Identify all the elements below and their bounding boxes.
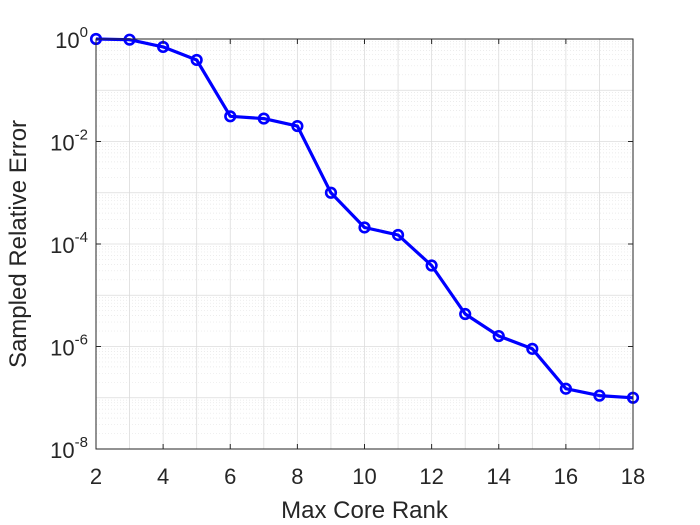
x-tick-label: 8 xyxy=(291,464,303,489)
x-tick-label: 6 xyxy=(224,464,236,489)
y-tick-label: 100 xyxy=(55,24,88,53)
x-tick-label: 2 xyxy=(90,464,102,489)
series-layer xyxy=(89,32,640,404)
data-point xyxy=(224,110,237,123)
data-point xyxy=(492,329,505,343)
x-tick-label: 12 xyxy=(419,464,443,489)
y-axis-label: Sampled Relative Error xyxy=(5,120,32,368)
data-point xyxy=(425,259,438,272)
data-point xyxy=(559,382,572,395)
data-point xyxy=(324,186,338,199)
y-tick-label: 10-2 xyxy=(50,127,88,156)
data-point xyxy=(593,389,606,402)
ticks: 2 4 6 8 10 12 14 16 18 10-8 10-6 10-4 10-2 100 xyxy=(50,24,645,489)
data-point xyxy=(459,307,472,321)
x-tick-label: 18 xyxy=(621,464,645,489)
series-line xyxy=(95,37,634,400)
y-tick-label: 10-8 xyxy=(50,434,88,463)
data-point xyxy=(257,112,270,125)
x-axis-label: Max Core Rank xyxy=(281,497,449,524)
data-point xyxy=(358,221,371,234)
x-tick-label: 14 xyxy=(487,464,511,489)
y-tick-label: 10-4 xyxy=(50,229,88,258)
x-tick-label: 10 xyxy=(352,464,376,489)
y-tick-label: 10-6 xyxy=(50,332,88,361)
data-point xyxy=(526,342,539,355)
x-tick-label: 4 xyxy=(157,464,169,489)
data-point xyxy=(190,53,203,67)
x-tick-label: 16 xyxy=(554,464,578,489)
data-point xyxy=(123,33,136,46)
grid xyxy=(95,38,634,450)
data-point xyxy=(291,119,304,133)
data-point xyxy=(391,228,405,242)
